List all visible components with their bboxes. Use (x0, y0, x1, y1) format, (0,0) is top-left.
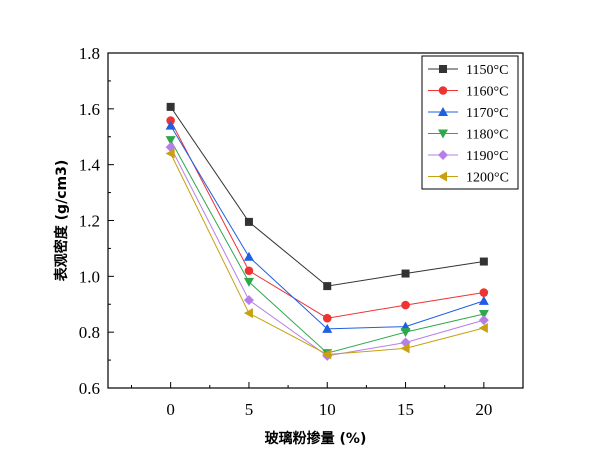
y-tick-label: 1.6 (79, 100, 100, 119)
legend-item: 1190°C (428, 149, 508, 164)
data-point (322, 313, 332, 323)
legend-box (421, 55, 519, 190)
series-layer (165, 102, 489, 361)
data-point (166, 116, 175, 125)
data-point (244, 266, 254, 276)
data-point (478, 310, 489, 320)
y-tick-label: 1.8 (79, 44, 100, 63)
y-axis-title: 表观密度 (g/cm3) (53, 160, 70, 282)
series-0 (166, 102, 488, 291)
legend-label: 1170°C (466, 106, 508, 121)
legend: 1150°C 1160°C 1170°C 1180°C 1190°C 1200°C (421, 55, 519, 190)
legend-item: 1160°C (428, 85, 508, 100)
legend-item: 1200°C (428, 171, 509, 186)
data-point (322, 323, 333, 333)
data-point (401, 300, 410, 310)
data-point (401, 269, 410, 278)
legend-label: 1160°C (466, 85, 508, 100)
y-tick-label: 1.2 (79, 212, 100, 231)
legend-label: 1190°C (466, 149, 508, 164)
y-tick-label: 0.6 (79, 379, 100, 398)
data-point (400, 343, 410, 354)
legend-item: 1150°C (428, 63, 508, 78)
data-point (165, 148, 175, 159)
data-point (243, 251, 254, 261)
legend-marker (439, 65, 447, 73)
data-point (478, 322, 488, 333)
legend-marker (438, 150, 448, 160)
data-point (479, 288, 489, 297)
legend-marker (438, 107, 448, 116)
x-tick-label: 20 (475, 400, 492, 419)
series-5 (165, 148, 488, 360)
legend-marker (438, 171, 447, 182)
x-axis-title: 玻璃粉掺量 (%) (265, 430, 367, 447)
data-point (478, 295, 489, 305)
data-point (478, 315, 489, 326)
x-axis: 0 5 10 15 20 (130, 382, 492, 419)
data-point (400, 328, 411, 338)
legend-label: 1200°C (466, 171, 509, 186)
series-1 (166, 116, 489, 323)
y-tick-label: 1.4 (79, 156, 101, 175)
legend-item: 1170°C (428, 106, 508, 121)
x-tick-label: 0 (166, 400, 175, 419)
data-point (479, 257, 488, 266)
legend-label: 1150°C (466, 63, 508, 78)
data-point (322, 349, 332, 360)
y-tick-label: 1.0 (79, 267, 100, 286)
data-point (165, 120, 176, 130)
legend-label: 1180°C (466, 128, 508, 143)
data-point (165, 136, 176, 146)
data-point (243, 295, 254, 306)
x-tick-label: 5 (245, 400, 254, 419)
legend-marker (438, 129, 448, 139)
y-axis: 0.6 0.8 1.0 1.2 1.4 1.6 1.8 (79, 44, 114, 398)
data-point (166, 102, 175, 111)
data-point (243, 308, 253, 319)
data-point (323, 282, 332, 291)
data-point (244, 217, 253, 226)
x-tick-label: 10 (319, 400, 336, 419)
y-tick-label: 0.8 (79, 323, 100, 342)
data-point (243, 277, 254, 287)
x-tick-label: 15 (397, 400, 414, 419)
legend-marker (438, 86, 448, 95)
legend-item: 1180°C (428, 128, 508, 143)
